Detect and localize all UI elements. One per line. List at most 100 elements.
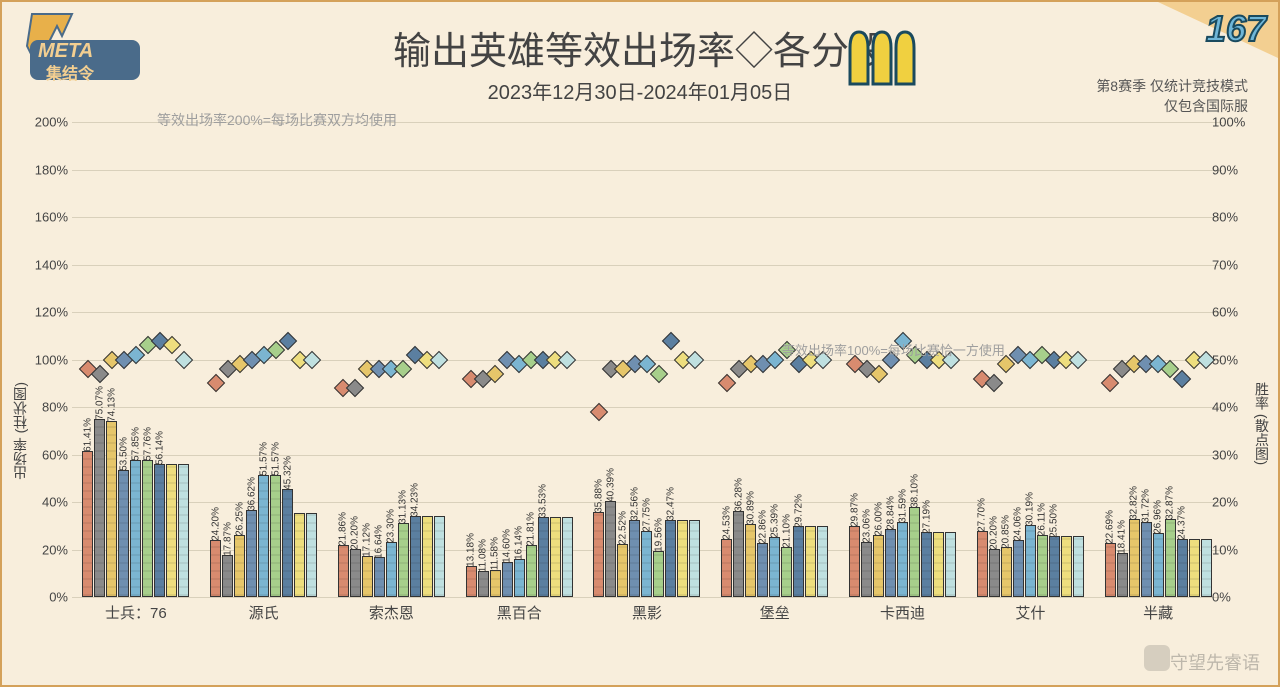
bar: 34.23% <box>410 516 421 597</box>
bar: 20.20% <box>989 549 1000 597</box>
bar: 22.52% <box>617 544 628 597</box>
bar-value-label: 17.12% <box>362 521 373 557</box>
bar-value-label: 16.64% <box>374 523 385 559</box>
bar: 25.39% <box>769 537 780 597</box>
note-season: 第8赛季 仅统计竞技模式 <box>1096 76 1248 96</box>
note-server: 仅包含国际服 <box>1164 96 1248 116</box>
bar-value-label: 29.72% <box>793 492 804 528</box>
bar <box>1189 539 1200 597</box>
y-axis-label-left: 出场率 (柱状图) <box>10 382 30 479</box>
y-axis-label-right: 胜率 (散点图) <box>1252 382 1272 465</box>
bar: 32.82% <box>1129 519 1140 597</box>
bar-value-label: 26.96% <box>1153 498 1164 534</box>
category-label: 堡垒 <box>760 602 790 623</box>
bar: 26.00% <box>873 535 884 597</box>
ytick-right: 80% <box>1212 210 1246 225</box>
bar: 31.72% <box>1141 522 1152 597</box>
gridline <box>72 597 1222 598</box>
bar: 28.84% <box>885 529 896 597</box>
category-label: 卡西迪 <box>880 602 925 623</box>
bar-value-label: 27.70% <box>977 496 988 532</box>
bar <box>306 513 317 597</box>
bar-value-label: 32.87% <box>1165 484 1176 520</box>
bar-group: 61.41%75.07%74.13%53.50%57.85%57.76%56.1… <box>72 122 200 597</box>
bar: 40.39% <box>605 501 616 597</box>
bar: 18.41% <box>1117 553 1128 597</box>
bar: 38.10% <box>909 507 920 597</box>
ytick-left: 160% <box>34 210 68 225</box>
chart-title: 输出英雄等效出场率◇各分段 <box>2 20 1278 75</box>
bar: 53.50% <box>118 470 129 597</box>
bar-value-label: 20.85% <box>1001 513 1012 549</box>
winrate-diamond <box>590 403 608 421</box>
bar: 32.47% <box>665 520 676 597</box>
bar: 35.88% <box>593 512 604 597</box>
bar: 11.58% <box>490 570 501 598</box>
ytick-left: 200% <box>34 115 68 130</box>
bar-value-label: 11.58% <box>490 535 501 570</box>
ytick-right: 70% <box>1212 257 1246 272</box>
ytick-right: 10% <box>1212 542 1246 557</box>
category-label: 索杰恩 <box>369 602 414 623</box>
winrate-diamond <box>718 374 736 392</box>
ytick-left: 40% <box>34 495 68 510</box>
bar-value-label: 26.25% <box>234 500 245 536</box>
ytick-right: 40% <box>1212 400 1246 415</box>
bar: 24.53% <box>721 539 732 597</box>
bar: 17.12% <box>362 556 373 597</box>
bar-value-label: 22.69% <box>1105 508 1116 544</box>
bar: 23.30% <box>386 542 397 597</box>
bar: 36.28% <box>733 511 744 597</box>
bar <box>422 516 433 597</box>
bar-group: 35.88%40.39%22.52%32.56%27.75%19.56%32.4… <box>583 122 711 597</box>
bar-value-label: 26.11% <box>1037 501 1048 536</box>
bar: 56.14% <box>154 464 165 597</box>
bar <box>562 517 573 597</box>
bar: 30.89% <box>745 524 756 597</box>
bar-value-label: 21.10% <box>781 512 792 548</box>
bar-value-label: 57.85% <box>130 425 141 461</box>
bar: 29.72% <box>793 526 804 597</box>
bar-value-label: 30.89% <box>745 489 756 525</box>
bar-value-label: 32.47% <box>665 485 676 521</box>
bar: 22.86% <box>757 543 768 597</box>
bar: 51.57% <box>258 475 269 597</box>
winrate-diamond <box>1101 374 1119 392</box>
winrate-diamond <box>302 350 320 368</box>
bar-value-label: 33.53% <box>538 482 549 518</box>
ytick-right: 30% <box>1212 447 1246 462</box>
bar-value-label: 57.76% <box>142 425 153 461</box>
bar-value-label: 45.32% <box>282 454 293 490</box>
bar-value-label: 31.72% <box>1141 487 1152 523</box>
bar <box>817 526 828 597</box>
bar-group: 29.87%23.06%26.00%28.84%31.59%38.10%27.1… <box>839 122 967 597</box>
bar-value-label: 25.39% <box>769 502 780 538</box>
bar-value-label: 30.19% <box>1025 490 1036 526</box>
bar-value-label: 14.60% <box>502 527 513 563</box>
ytick-left: 0% <box>34 590 68 605</box>
bar-value-label: 22.52% <box>617 509 628 545</box>
bar: 23.06% <box>861 542 872 597</box>
ytick-right: 50% <box>1212 352 1246 367</box>
bar-value-label: 24.06% <box>1013 505 1024 541</box>
category-label: 艾什 <box>1015 602 1045 623</box>
category-label: 黑影 <box>632 602 662 623</box>
note-100pct: 等效出场率100%=每场比赛恰一方使用 <box>782 340 1005 359</box>
bar: 26.25% <box>234 535 245 597</box>
winrate-diamond <box>175 350 193 368</box>
bar <box>1061 536 1072 597</box>
bar-value-label: 21.86% <box>338 510 349 546</box>
bar-value-label: 56.14% <box>154 429 165 465</box>
ytick-left: 60% <box>34 447 68 462</box>
winrate-diamond <box>394 360 412 378</box>
bar <box>677 520 688 597</box>
chart-page: 167 META 集结令 输出英雄等效出场率◇各分段 2023年12月30日-2… <box>0 0 1280 687</box>
bar-value-label: 23.06% <box>861 507 872 543</box>
bar-value-label: 74.13% <box>106 386 117 422</box>
ytick-left: 140% <box>34 257 68 272</box>
watermark-text: 守望先睿语 <box>1170 649 1260 675</box>
bar-value-label: 28.84% <box>885 494 896 530</box>
bar-value-label: 17.87% <box>222 520 233 556</box>
winrate-diamond <box>346 379 364 397</box>
bar: 57.85% <box>130 460 141 597</box>
